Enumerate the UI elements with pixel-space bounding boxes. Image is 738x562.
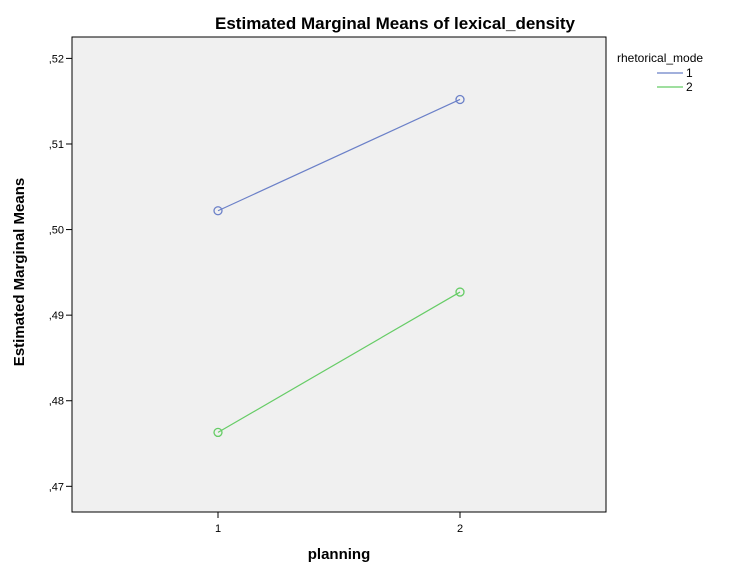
legend-title: rhetorical_mode <box>617 51 703 65</box>
y-tick-label: ,50 <box>49 225 64 237</box>
data-point-series-2 <box>455 287 465 297</box>
x-axis-title: planning <box>308 546 371 562</box>
data-point-series-2 <box>213 427 223 438</box>
data-point-series-1 <box>455 94 465 105</box>
legend: rhetorical_mode 12 <box>617 51 703 94</box>
plot-area <box>71 36 607 513</box>
series-layer <box>213 94 465 438</box>
y-tick-label: ,52 <box>49 53 64 65</box>
legend-label: 1 <box>686 66 693 80</box>
chart-title: Estimated Marginal Means of lexical_dens… <box>215 14 576 33</box>
y-tick-label: ,48 <box>49 396 64 408</box>
legend-label: 2 <box>686 80 693 94</box>
data-point-series-1 <box>213 206 223 216</box>
y-tick-label: ,51 <box>49 139 64 151</box>
y-axis: ,47 ,48 ,49 ,50 ,51 ,52 <box>49 53 72 493</box>
series-line-1 <box>217 98 461 212</box>
y-tick-label: ,47 <box>49 481 64 493</box>
x-tick-label: 1 <box>215 523 221 535</box>
x-tick-label: 2 <box>457 523 463 535</box>
y-axis-title: Estimated Marginal Means <box>11 178 28 366</box>
y-tick-label: ,49 <box>49 310 64 322</box>
series-line-2 <box>217 291 461 433</box>
